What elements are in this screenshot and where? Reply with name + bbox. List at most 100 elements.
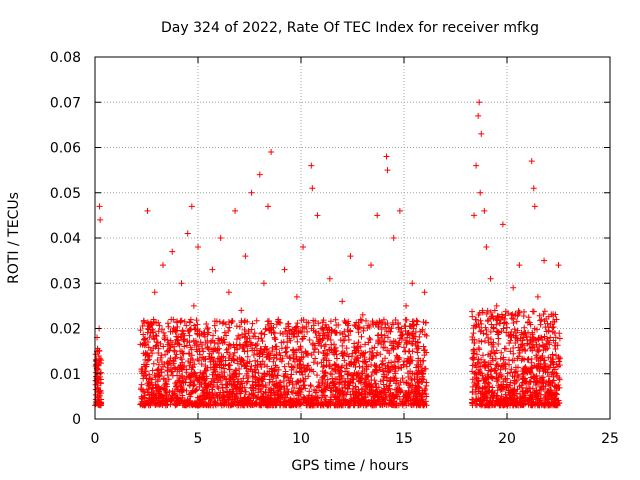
- data-point: [327, 318, 334, 325]
- data-point: [377, 401, 384, 408]
- data-point: [412, 399, 419, 406]
- data-point: [215, 340, 222, 347]
- data-point: [300, 378, 307, 385]
- data-point: [478, 356, 485, 363]
- data-point: [304, 365, 311, 372]
- data-point: [551, 383, 558, 390]
- data-point: [342, 368, 349, 375]
- data-point: [286, 398, 293, 405]
- data-point: [358, 391, 365, 398]
- data-point: [373, 384, 380, 391]
- data-point: [419, 378, 426, 385]
- data-point: [249, 378, 256, 385]
- data-point: [144, 325, 151, 332]
- data-point: [392, 386, 399, 393]
- data-point: [209, 266, 216, 273]
- data-point: [210, 375, 217, 382]
- data-point: [253, 317, 260, 324]
- data-point: [397, 379, 404, 386]
- data-point: [248, 363, 255, 370]
- data-point: [288, 363, 295, 370]
- data-point: [195, 244, 201, 251]
- data-point: [141, 402, 148, 409]
- data-point: [193, 400, 200, 407]
- data-point: [487, 309, 494, 316]
- data-point: [241, 348, 248, 355]
- data-point: [284, 386, 291, 393]
- data-point: [253, 376, 260, 383]
- data-point: [155, 349, 162, 356]
- data-point: [403, 391, 410, 398]
- data-point: [233, 336, 240, 343]
- data-point: [187, 390, 194, 397]
- data-point: [183, 342, 190, 349]
- data-point: [262, 326, 269, 333]
- data-point: [300, 353, 307, 360]
- data-point: [549, 394, 556, 401]
- data-point: [471, 340, 478, 347]
- data-point: [180, 402, 187, 409]
- data-point: [498, 381, 505, 388]
- data-point: [222, 375, 229, 382]
- data-point: [243, 342, 250, 349]
- data-point: [533, 378, 540, 385]
- data-point: [371, 362, 378, 369]
- data-point: [97, 369, 104, 376]
- data-point: [250, 401, 257, 408]
- data-point: [356, 363, 363, 370]
- data-point: [208, 394, 215, 401]
- data-point: [92, 351, 99, 358]
- data-point: [203, 320, 210, 327]
- data-point: [502, 312, 509, 319]
- data-point: [322, 321, 329, 328]
- data-point: [402, 348, 409, 355]
- data-point: [162, 380, 169, 387]
- data-point: [318, 387, 325, 394]
- data-point: [159, 326, 166, 333]
- data-point: [503, 396, 510, 403]
- data-point: [146, 371, 153, 378]
- data-point: [289, 381, 296, 388]
- data-point: [514, 395, 521, 402]
- data-point: [271, 354, 278, 361]
- data-point: [482, 324, 489, 331]
- data-point: [376, 319, 383, 326]
- data-point: [223, 384, 230, 391]
- data-point: [483, 388, 490, 395]
- data-point: [513, 368, 520, 375]
- data-point: [490, 315, 497, 322]
- data-point: [541, 391, 548, 398]
- data-point: [494, 361, 501, 368]
- data-point: [327, 370, 334, 377]
- data-point: [312, 318, 319, 325]
- data-point: [165, 323, 172, 330]
- data-point: [294, 378, 301, 385]
- data-point: [361, 367, 368, 374]
- data-point: [408, 330, 415, 337]
- data-point: [146, 395, 153, 402]
- data-point: [343, 391, 350, 398]
- data-point: [515, 344, 522, 351]
- data-point: [529, 400, 536, 407]
- data-point: [183, 398, 190, 405]
- data-point: [221, 339, 228, 346]
- data-point: [348, 371, 355, 378]
- data-point: [196, 351, 203, 358]
- axis-ticks: [94, 56, 611, 420]
- data-point: [514, 372, 521, 379]
- data-point: [221, 329, 228, 336]
- data-point: [286, 335, 293, 342]
- data-point: [216, 318, 223, 325]
- data-point: [138, 381, 145, 388]
- data-point: [325, 331, 332, 338]
- data-point: [363, 383, 370, 390]
- data-point: [320, 363, 327, 370]
- data-point: [525, 314, 532, 321]
- data-point: [402, 327, 409, 334]
- data-point: [401, 323, 408, 330]
- data-point: [482, 384, 489, 391]
- data-point: [384, 334, 391, 341]
- data-point: [263, 384, 270, 391]
- data-point: [153, 333, 160, 340]
- data-point: [149, 392, 156, 399]
